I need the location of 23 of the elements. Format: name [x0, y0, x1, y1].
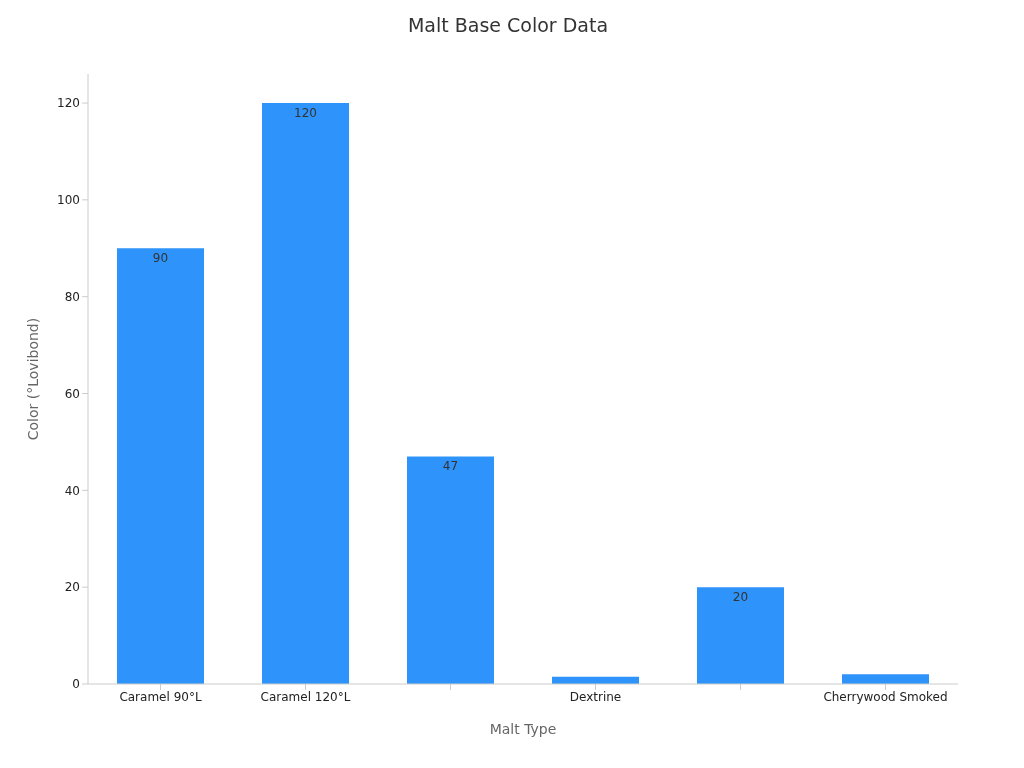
data-label: 47: [442, 458, 459, 473]
y-tick-label: 80: [64, 289, 80, 304]
bar: [262, 103, 349, 684]
bar: [117, 248, 204, 684]
bar: [842, 674, 929, 684]
data-label: 120: [294, 105, 317, 120]
x-tick-label: Caramel 120°L: [260, 689, 351, 704]
chart-title: Malt Base Color Data: [406, 14, 610, 38]
data-label: 90: [152, 250, 169, 265]
y-tick-label: 120: [57, 96, 80, 111]
bar: [407, 456, 494, 684]
x-tick-label: Cherrywood Smoked: [823, 689, 948, 704]
y-tick-label: 20: [64, 580, 80, 595]
y-axis-title: Color (°Lovibond): [24, 317, 41, 441]
x-axis-title: Malt Type: [489, 721, 557, 737]
y-tick-label: 100: [57, 193, 80, 208]
y-tick-label: 40: [64, 483, 80, 498]
x-tick-label: Caramel 90°L: [119, 689, 202, 704]
bar: [697, 587, 784, 684]
data-label: 20: [732, 589, 749, 604]
y-tick-label: 60: [64, 386, 80, 401]
x-tick-label: Dextrine: [569, 689, 622, 704]
y-tick-label: 0: [72, 677, 80, 692]
